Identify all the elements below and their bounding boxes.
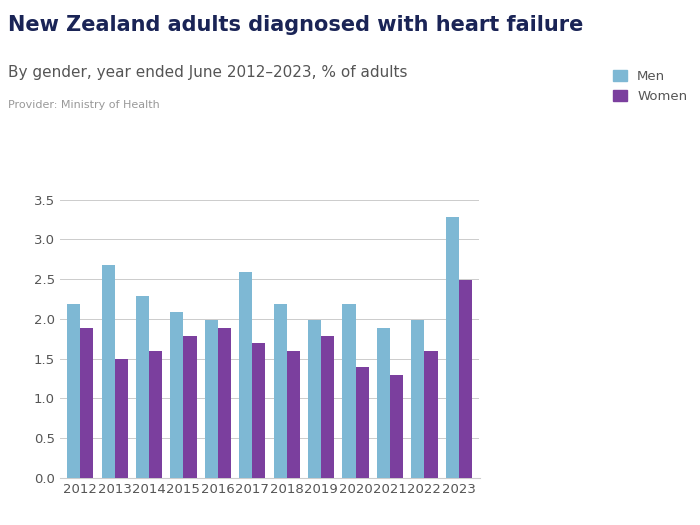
Text: Provider: Ministry of Health: Provider: Ministry of Health xyxy=(8,100,160,110)
Legend: Men, Women: Men, Women xyxy=(610,67,690,106)
Bar xyxy=(446,217,459,478)
Bar xyxy=(67,304,80,478)
Bar xyxy=(424,351,438,478)
Bar xyxy=(377,328,390,478)
Bar xyxy=(252,343,265,478)
Bar xyxy=(205,320,218,478)
Bar xyxy=(287,351,300,478)
Bar xyxy=(356,368,369,478)
Bar xyxy=(342,304,356,478)
Bar xyxy=(170,312,183,478)
Bar xyxy=(458,280,472,478)
Text: By gender, year ended June 2012–2023, % of adults: By gender, year ended June 2012–2023, % … xyxy=(8,65,408,80)
Bar xyxy=(274,304,287,478)
Bar xyxy=(390,375,403,478)
Bar xyxy=(308,320,321,478)
Bar xyxy=(183,335,197,478)
Bar xyxy=(321,335,334,478)
Bar xyxy=(80,328,93,478)
Bar xyxy=(115,359,127,478)
Bar xyxy=(136,296,149,478)
Bar xyxy=(149,351,162,478)
Bar xyxy=(218,328,231,478)
Bar xyxy=(239,272,252,478)
Bar xyxy=(102,265,115,478)
Text: figure.nz: figure.nz xyxy=(581,21,668,38)
Bar xyxy=(412,320,424,478)
Text: New Zealand adults diagnosed with heart failure: New Zealand adults diagnosed with heart … xyxy=(8,15,584,35)
